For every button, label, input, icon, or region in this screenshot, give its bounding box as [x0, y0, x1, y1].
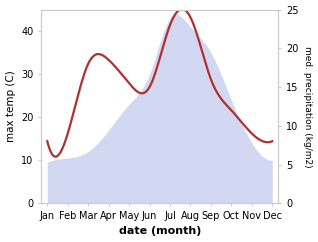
Y-axis label: med. precipitation (kg/m2): med. precipitation (kg/m2) [303, 45, 313, 167]
X-axis label: date (month): date (month) [119, 227, 201, 236]
Y-axis label: max temp (C): max temp (C) [5, 70, 16, 142]
